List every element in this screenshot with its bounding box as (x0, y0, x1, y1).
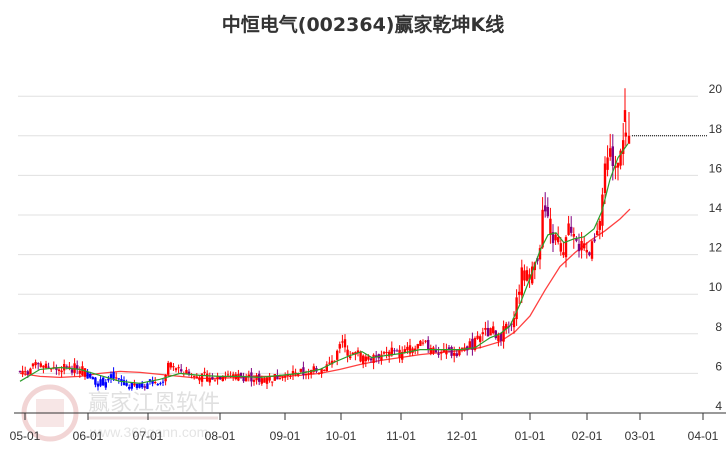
y-axis: 4 6 8 10 12 14 16 18 20 (709, 82, 723, 413)
x-tick-label: 06-01 (73, 429, 104, 443)
y-tick-label: 12 (709, 241, 723, 255)
x-tick-label: 02-01 (572, 429, 603, 443)
watermark-url: www.360gann.com (89, 424, 208, 440)
y-tick-label: 8 (715, 320, 722, 334)
x-tick-label: 07-01 (133, 429, 164, 443)
x-tick-label: 09-01 (270, 429, 301, 443)
ma-short-line (19, 143, 629, 384)
y-tick-label: 14 (709, 201, 723, 215)
y-tick-label: 16 (709, 161, 723, 175)
x-tick-label: 11-01 (386, 429, 416, 443)
y-tick-label: 20 (709, 82, 723, 96)
y-tick-label: 4 (715, 399, 722, 413)
watermark-brand: 赢家江恩软件 (88, 391, 220, 416)
y-tick-label: 6 (715, 359, 722, 373)
x-tick-label: 04-01 (688, 429, 719, 443)
candles (18, 88, 631, 391)
x-tick-label: 10-01 (326, 429, 357, 443)
y-tick-label: 18 (709, 122, 723, 136)
chart-title: 中恒电气(002364)赢家乾坤K线 (221, 14, 505, 36)
y-tick-label: 10 (709, 280, 723, 294)
x-tick-label: 05-01 (10, 429, 41, 443)
x-tick-label: 08-01 (205, 429, 236, 443)
x-axis: 05-01 06-01 07-01 08-01 09-01 10-01 11-01 12-01… (10, 412, 726, 443)
x-tick-label: 03-01 (625, 429, 656, 443)
ma-long-line (19, 208, 631, 380)
x-tick-label: 12-01 (447, 429, 478, 443)
x-tick-label: 01-01 (515, 429, 546, 443)
grid-lines (18, 95, 698, 374)
